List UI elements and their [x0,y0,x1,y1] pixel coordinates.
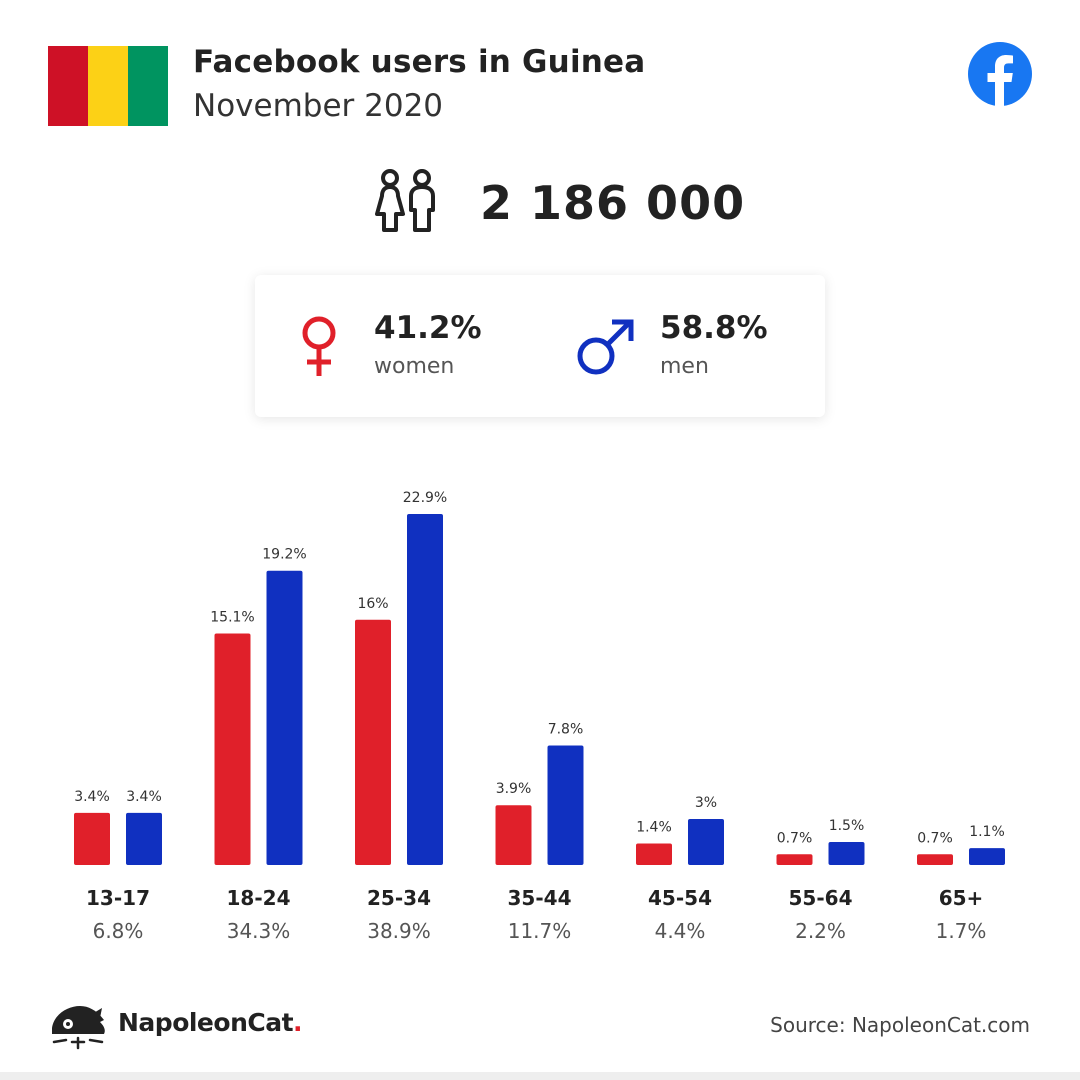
age-category-label: 25-34 [367,886,431,910]
age-distribution-chart: 3.4% 3.4% 13-17 6.8% 15.1% 19.2% 18-24 34.3% 16%… [74,490,1005,943]
bar-value-label: 3% [695,795,717,811]
bar-men-55-64 [828,842,865,865]
bar-men-35-44 [547,745,584,865]
age-category-total: 38.9% [367,919,431,943]
age-category-label: 35-44 [508,886,572,910]
bar-value-label: 7.8% [548,721,584,737]
bar-men-18-24 [266,570,303,865]
female-symbol-icon [302,316,336,376]
people-icon [375,169,435,232]
bar-men-65+ [969,848,1005,865]
bar-value-label: 0.7% [777,830,813,846]
women-label: women [374,354,455,379]
bar-value-label: 3.4% [126,789,162,805]
total-users: 2 186 000 [372,168,745,238]
gender-split-card [255,275,825,417]
bar-value-label: 15.1% [210,610,254,626]
total-users-value: 2 186 000 [480,176,746,230]
facebook-icon [968,42,1032,106]
bar-women-18-24 [214,633,251,865]
page-subtitle: November 2020 [193,88,444,124]
bar-value-label: 1.1% [969,824,1005,840]
age-category-label: 13-17 [86,886,150,910]
women-percentage: 41.2% [374,310,482,346]
source-credit: Source: NapoleonCat.com [770,1013,1030,1037]
bar-women-65+ [917,854,953,865]
age-category-total: 34.3% [227,919,291,943]
age-category-label: 55-64 [789,886,853,910]
bar-value-label: 22.9% [403,490,447,506]
bar-value-label: 19.2% [262,547,306,563]
bar-men-45-54 [688,819,724,865]
bar-value-label: 1.4% [636,820,672,836]
guinea-flag [48,46,168,126]
age-category-total: 4.4% [655,919,706,943]
bar-value-label: 3.4% [74,789,110,805]
bar-women-13-17 [74,812,110,865]
bar-women-55-64 [776,854,813,865]
brand-name: NapoleonCat. [118,1008,303,1037]
bar-women-45-54 [636,843,672,865]
age-category-label: 18-24 [227,886,291,910]
bar-value-label: 1.5% [829,818,865,834]
bar-men-13-17 [126,812,162,865]
age-category-total: 6.8% [93,919,144,943]
napoleoncat-logo-icon [52,1006,105,1050]
bottom-divider [0,1072,1080,1080]
bar-value-label: 0.7% [917,830,953,846]
age-category-total: 1.7% [936,919,987,943]
age-category-label: 65+ [939,886,984,910]
men-label: men [660,354,709,379]
flag-stripe-green [128,46,168,126]
age-category-label: 45-54 [648,886,712,910]
male-symbol-icon [577,319,634,375]
men-percentage: 58.8% [660,310,768,346]
age-category-total: 11.7% [508,919,572,943]
bar-value-label: 3.9% [496,781,532,797]
bar-men-25-34 [407,514,443,865]
bar-women-25-34 [355,619,391,865]
bar-value-label: 16% [357,596,388,612]
flag-stripe-red [48,46,88,126]
age-category-total: 2.2% [795,919,846,943]
bar-women-35-44 [495,805,532,865]
flag-stripe-yellow [88,46,128,126]
page-title: Facebook users in Guinea [193,44,646,80]
